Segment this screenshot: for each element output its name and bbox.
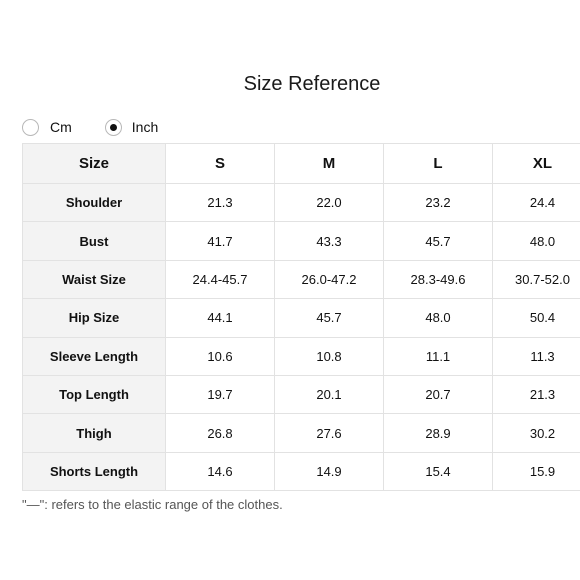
row-label: Waist Size (22, 259, 166, 300)
table-row: Shorts Length 14.6 14.9 15.4 15.9 (22, 451, 580, 492)
table-cell: 43.3 (274, 221, 384, 261)
table-row: Hip Size 44.1 45.7 48.0 50.4 (22, 298, 580, 338)
table-cell: 48.0 (492, 221, 580, 261)
table-cell: 23.2 (383, 182, 493, 223)
table-cell: 20.1 (274, 374, 384, 415)
unit-option-inch[interactable]: Inch (104, 118, 159, 136)
table-cell: 45.7 (383, 221, 493, 261)
table-header-l: L (383, 143, 493, 184)
page-title: Size Reference (243, 73, 381, 95)
table-row: Thigh 26.8 27.6 28.9 30.2 (22, 413, 580, 453)
unit-option-cm[interactable]: Cm (22, 118, 72, 136)
row-label: Hip Size (22, 298, 166, 338)
row-label: Shorts Length (22, 451, 166, 492)
row-label: Sleeve Length (22, 336, 166, 376)
table-cell: 26.0-47.2 (274, 259, 384, 300)
table-cell: 21.3 (492, 374, 580, 415)
table-cell: 10.8 (274, 336, 384, 376)
table-cell: 27.6 (274, 413, 384, 453)
table-cell: 14.6 (165, 451, 275, 492)
table-cell: 24.4-45.7 (165, 259, 275, 300)
footnote: "—": refers to the elastic range of the … (22, 497, 283, 512)
table-cell: 48.0 (383, 298, 493, 338)
table-row: Bust 41.7 43.3 45.7 48.0 (22, 221, 580, 261)
table-cell: 15.4 (383, 451, 493, 492)
table-cell: 15.9 (492, 451, 580, 492)
table-cell: 20.7 (383, 374, 493, 415)
table-cell: 24.4 (492, 182, 580, 223)
table-header-xl: XL (492, 143, 580, 184)
table-cell: 14.9 (274, 451, 384, 492)
table-cell: 44.1 (165, 298, 275, 338)
table-row: Sleeve Length 10.6 10.8 11.1 11.3 (22, 336, 580, 376)
table-header-s: S (165, 143, 275, 184)
table-cell: 30.2 (492, 413, 580, 453)
table-cell: 22.0 (274, 182, 384, 223)
unit-selector: Cm Inch (22, 116, 158, 138)
radio-cm[interactable] (22, 118, 39, 136)
table-cell: 45.7 (274, 298, 384, 338)
table-cell: 10.6 (165, 336, 275, 376)
table-body: Shoulder 21.3 22.0 23.2 24.4 Bust 41.7 43.3 45.7… (22, 182, 580, 492)
unit-label-cm: Cm (50, 119, 72, 135)
table-cell: 41.7 (165, 221, 275, 261)
row-label: Thigh (22, 413, 166, 453)
row-label: Bust (22, 221, 166, 261)
size-table-wrapper: Size S M L XL Shoulder 21.3 22.0 23.2 24.4 Bu… (22, 143, 580, 492)
table-header-row: Size S M L XL (22, 143, 580, 184)
table-cell: 21.3 (165, 182, 275, 223)
row-label: Top Length (22, 374, 166, 415)
table-cell: 11.1 (383, 336, 493, 376)
table-row: Shoulder 21.3 22.0 23.2 24.4 (22, 182, 580, 223)
unit-label-inch: Inch (131, 119, 159, 135)
row-label: Shoulder (22, 182, 166, 223)
size-table: Size S M L XL Shoulder 21.3 22.0 23.2 24.4 Bu… (22, 143, 580, 492)
table-cell: 28.9 (383, 413, 493, 453)
table-cell: 11.3 (492, 336, 580, 376)
table-header-m: M (274, 143, 384, 184)
table-cell: 19.7 (165, 374, 275, 415)
table-header-size: Size (22, 143, 166, 184)
table-cell: 26.8 (165, 413, 275, 453)
table-row: Waist Size 24.4-45.7 26.0-47.2 28.3-49.6 30.… (22, 259, 580, 300)
table-cell: 50.4 (492, 298, 580, 338)
table-row: Top Length 19.7 20.1 20.7 21.3 (22, 374, 580, 415)
radio-inch[interactable] (104, 118, 122, 136)
table-cell: 28.3-49.6 (383, 259, 493, 300)
table-cell: 30.7-52.0 (492, 259, 580, 300)
